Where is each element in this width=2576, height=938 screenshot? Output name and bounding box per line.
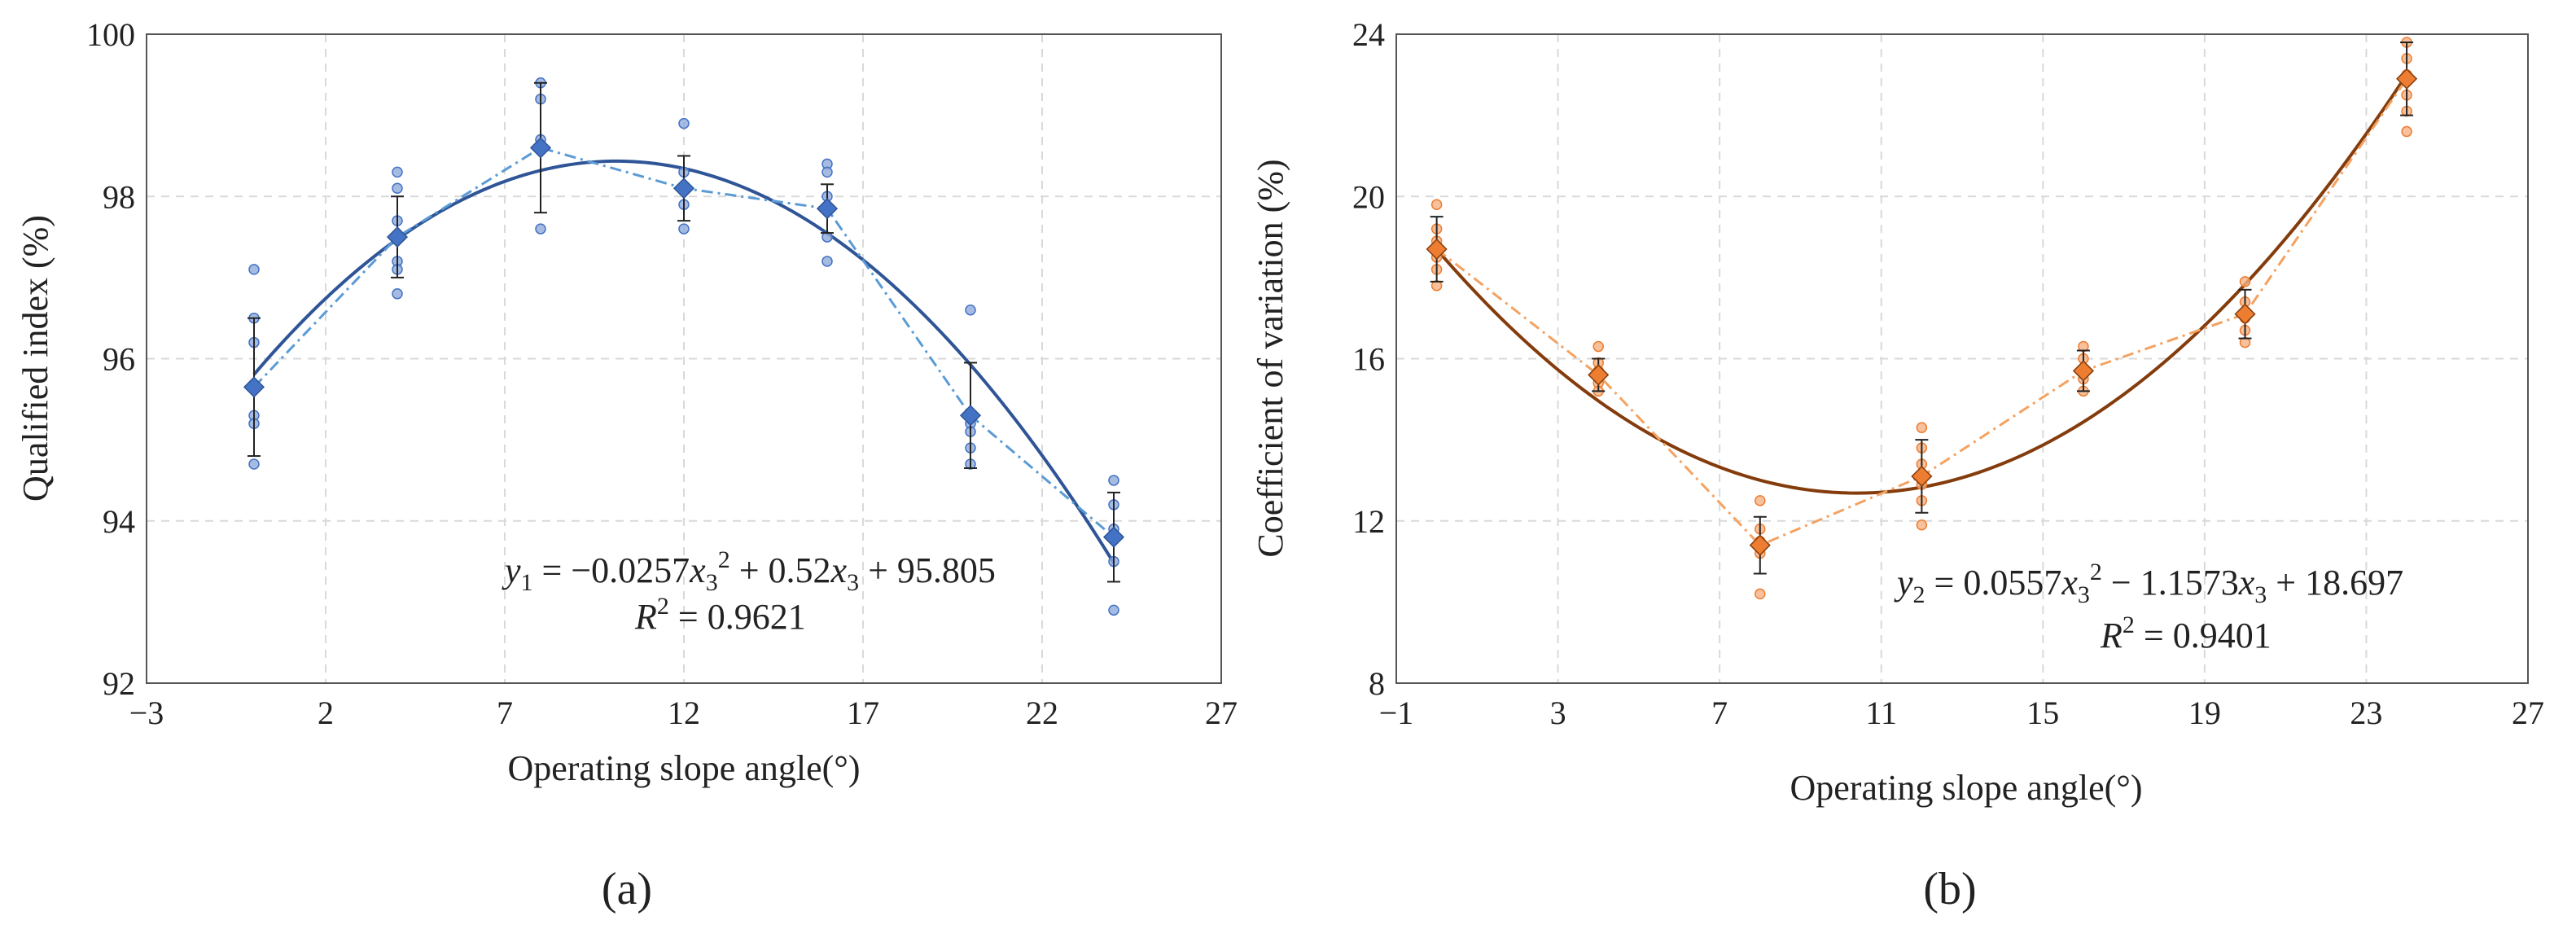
sample-point bbox=[965, 304, 976, 316]
panel-b-y-ticks: 8 12 16 20 24 bbox=[1352, 16, 1385, 702]
y-tick-label: 24 bbox=[1352, 16, 1385, 53]
y-tick-label: 92 bbox=[103, 665, 135, 702]
x-tick-label: 15 bbox=[2026, 695, 2059, 731]
y-tick-label: 8 bbox=[1369, 665, 1385, 702]
y-tick-label: 98 bbox=[103, 178, 135, 215]
x-tick-label: 23 bbox=[2350, 695, 2382, 731]
mean-point bbox=[243, 376, 265, 398]
mean-point bbox=[1911, 465, 1933, 488]
panel-a-y-label: Qualified index (%) bbox=[15, 215, 55, 502]
sample-point bbox=[821, 166, 833, 178]
x-tick-label: 17 bbox=[847, 695, 879, 731]
mean-point bbox=[672, 178, 695, 199]
x-tick-label: 19 bbox=[2188, 695, 2221, 731]
sample-point bbox=[1755, 495, 1766, 506]
panel-b-grid bbox=[1396, 34, 2528, 683]
panel-a-y-ticks: 92 94 96 98 100 bbox=[86, 16, 135, 702]
mean-point bbox=[1749, 534, 1771, 556]
mean-point bbox=[386, 226, 409, 248]
sample-point bbox=[678, 223, 690, 234]
sample-point bbox=[1430, 199, 1443, 210]
x-tick-label: 27 bbox=[2512, 695, 2544, 731]
sample-point bbox=[821, 256, 833, 267]
panel-a-x-label: Operating slope angle(°) bbox=[508, 748, 861, 788]
sample-point bbox=[1592, 340, 1604, 353]
mean-point bbox=[2234, 303, 2256, 325]
panel-b-plot-frame bbox=[1395, 33, 2529, 684]
mean-point bbox=[816, 198, 839, 220]
y-tick-label: 100 bbox=[86, 16, 135, 53]
sample-point bbox=[2239, 276, 2251, 287]
panel-b-y-label: Coefficient of variation (%) bbox=[1251, 159, 1290, 557]
x-tick-label: 11 bbox=[1865, 695, 1897, 731]
panel-b-equation: y2 = 0.0557x32 − 1.1573x3 + 18.697 bbox=[1894, 559, 2403, 608]
panel-b-x-ticks: −1 3 7 11 15 19 23 27 bbox=[1379, 695, 2544, 731]
sample-point bbox=[1916, 422, 1928, 433]
sample-point bbox=[392, 288, 403, 300]
sample-point bbox=[392, 166, 403, 178]
x-tick-label: 12 bbox=[668, 695, 700, 731]
y-tick-label: 16 bbox=[1352, 341, 1385, 378]
mean-point bbox=[2072, 360, 2094, 382]
sample-point bbox=[248, 458, 260, 470]
sample-point bbox=[1916, 519, 1928, 531]
sample-point bbox=[1108, 604, 1119, 616]
panel-a-marks bbox=[243, 77, 1125, 616]
x-tick-label: 27 bbox=[1205, 695, 1238, 731]
panel-a-label: (a) bbox=[602, 864, 652, 914]
sample-point bbox=[2401, 125, 2412, 138]
x-tick-label: 7 bbox=[1711, 695, 1728, 731]
y-tick-label: 94 bbox=[103, 503, 135, 540]
panel-a-x-ticks: −3 2 7 12 17 22 27 bbox=[129, 695, 1238, 731]
x-tick-label: −1 bbox=[1379, 695, 1414, 731]
mean-point bbox=[1426, 238, 1448, 261]
x-tick-label: 7 bbox=[497, 695, 513, 731]
y-tick-label: 20 bbox=[1352, 178, 1385, 215]
sample-point bbox=[535, 223, 546, 234]
sample-point bbox=[1108, 475, 1119, 486]
panel-b-marks bbox=[1426, 37, 2418, 600]
x-tick-label: 3 bbox=[1550, 695, 1566, 731]
mean-point bbox=[2396, 68, 2418, 90]
x-tick-label: 22 bbox=[1026, 695, 1058, 731]
mean-point bbox=[1588, 364, 1610, 386]
mean-point bbox=[1102, 526, 1125, 548]
panel-b-r-squared: R2 = 0.9401 bbox=[2100, 611, 2272, 655]
panel-a-plot-frame bbox=[146, 33, 1222, 684]
panel-b-x-label: Operating slope angle(°) bbox=[1790, 768, 2143, 808]
x-tick-label: 2 bbox=[318, 695, 334, 731]
panel-a-r-squared: R2 = 0.9621 bbox=[634, 593, 806, 637]
x-tick-label: −3 bbox=[129, 695, 164, 731]
panel-b: −1 3 7 11 15 19 23 27 8 12 16 20 24 Operating slope… bbox=[1251, 16, 2544, 914]
y-tick-label: 12 bbox=[1352, 503, 1385, 540]
sample-point bbox=[248, 264, 260, 275]
sample-point bbox=[1755, 588, 1766, 600]
y-tick-label: 96 bbox=[103, 341, 135, 378]
sample-point bbox=[678, 117, 690, 129]
mean-point bbox=[959, 405, 982, 427]
panel-a-grid bbox=[147, 34, 1221, 683]
panel-b-label: (b) bbox=[1923, 864, 1976, 914]
mean-point bbox=[529, 137, 552, 159]
panel-a-equation: y1 = −0.0257x32 + 0.52x3 + 95.805 bbox=[502, 546, 996, 596]
sample-point bbox=[392, 182, 403, 195]
